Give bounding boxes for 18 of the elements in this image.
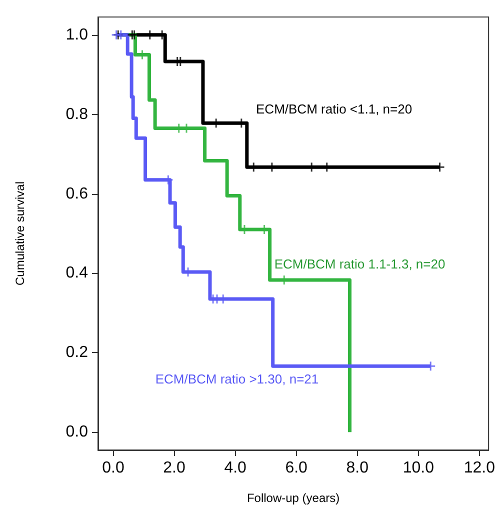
y-tick-label: 0.0: [66, 424, 88, 441]
x-tick-label: 12.0: [464, 460, 496, 476]
x-tick-label: 10.0: [402, 460, 434, 476]
y-tick-label: 1.0: [66, 26, 88, 44]
x-tick-label: 2.0: [163, 460, 186, 476]
series-label: ECM/BCM ratio >1.30, n=21: [155, 371, 319, 386]
y-tick-label: 0.6: [66, 185, 88, 202]
y-tick-label: 0.2: [66, 344, 88, 362]
x-axis-title: Follow-up (years): [246, 491, 340, 505]
y-tick-label: 0.4: [66, 264, 88, 282]
x-tick-label: 4.0: [224, 460, 247, 476]
y-axis-title: Cumulative survival: [13, 181, 27, 286]
y-tick-label: 0.8: [66, 106, 88, 123]
x-tick-label: 6.0: [285, 460, 308, 476]
series-label: ECM/BCM ratio <1.1, n=20: [256, 101, 412, 116]
x-tick-label: 0.0: [102, 460, 124, 476]
series-label: ECM/BCM ratio 1.1-1.3, n=20: [274, 256, 446, 272]
x-tick-label: 8.0: [346, 460, 369, 476]
